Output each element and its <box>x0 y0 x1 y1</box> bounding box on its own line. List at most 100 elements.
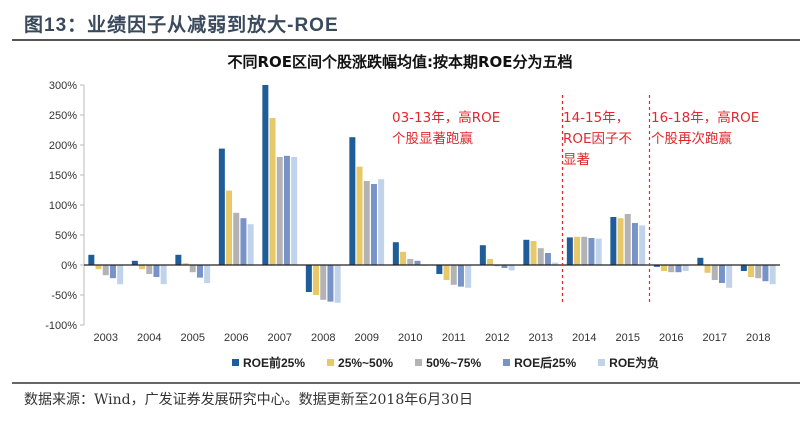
y-tick-label: 250% <box>49 110 77 122</box>
y-tick-label: 100% <box>49 200 77 212</box>
bar <box>247 224 254 265</box>
bar <box>262 85 269 265</box>
bar <box>755 265 762 279</box>
bar <box>117 265 124 285</box>
y-tick-label: 300% <box>49 80 77 92</box>
bar <box>218 148 225 265</box>
annotation-line: 个股再次跑赢 <box>651 131 732 147</box>
legend-item: 50%~75% <box>415 354 481 371</box>
legend-swatch <box>232 359 239 366</box>
y-tick-label: 150% <box>49 170 77 182</box>
bar <box>334 265 341 303</box>
period-dividers <box>561 95 651 305</box>
bar <box>291 157 298 265</box>
bar <box>196 265 203 278</box>
bar <box>233 212 240 265</box>
y-tick-label: 200% <box>49 140 77 152</box>
bar <box>595 238 602 265</box>
annotation-line: ROE因子不 <box>563 131 633 147</box>
bar <box>668 265 675 273</box>
x-tick-label: 2003 <box>94 332 118 344</box>
bar <box>631 223 638 265</box>
bar <box>276 157 283 265</box>
bar <box>682 265 689 271</box>
bar <box>146 265 153 274</box>
bar <box>544 253 551 265</box>
legend-swatch <box>503 359 511 366</box>
bar <box>617 218 624 265</box>
bar <box>552 262 559 265</box>
x-tick-label: 2017 <box>703 332 727 344</box>
bar <box>675 265 682 273</box>
bar <box>356 166 363 265</box>
bar <box>639 225 646 265</box>
bar <box>320 265 327 300</box>
bar <box>661 265 668 271</box>
bar <box>537 248 544 265</box>
annotation-line: 16-18年，高ROE <box>651 110 760 126</box>
y-tick-label: 0% <box>61 260 77 272</box>
annotation-line: 个股显著跑赢 <box>392 131 473 147</box>
x-tick-label: 2011 <box>442 332 466 344</box>
bar <box>443 265 450 280</box>
bar <box>131 260 138 265</box>
bar <box>501 265 508 268</box>
legend-swatch <box>598 359 606 366</box>
legend-label: 25%~50% <box>338 355 394 370</box>
x-axis: 2003 2004 2005 2006 2007 2008 2009 2010 2011 2012… <box>94 332 771 344</box>
bar <box>400 251 407 265</box>
x-tick-label: 2014 <box>572 332 596 344</box>
annotation-2003-2013: 03-13年，高ROE 个股显著跑赢 <box>392 108 500 150</box>
bar <box>240 218 247 265</box>
bar <box>718 265 725 283</box>
x-tick-label: 2009 <box>355 332 379 344</box>
bar <box>102 265 109 276</box>
bar <box>769 265 776 285</box>
legend-swatch <box>415 359 423 366</box>
annotation-2016-2018: 16-18年，高ROE 个股再次跑赢 <box>651 108 759 150</box>
annotation-line: 14-15年， <box>563 110 630 126</box>
bar <box>370 184 377 265</box>
annotation-2014-2015: 14-15年， ROE因子不 显著 <box>563 108 632 171</box>
bar <box>269 118 276 265</box>
title-rule <box>12 39 800 41</box>
legend: ROE前25% 25%~50% 50%~75% ROE后25% ROE为负 <box>232 354 659 371</box>
legend-item: 25%~50% <box>327 354 393 371</box>
bar <box>313 265 320 295</box>
bar <box>762 265 769 282</box>
bar <box>697 257 704 265</box>
bar <box>450 265 457 285</box>
bar <box>653 265 660 267</box>
bar <box>530 241 537 265</box>
bar <box>349 137 356 265</box>
bar <box>226 190 233 265</box>
bar <box>748 265 755 277</box>
bar <box>566 237 573 265</box>
bar <box>414 260 421 265</box>
bar <box>182 263 189 265</box>
bar <box>740 265 747 271</box>
bar <box>378 179 385 265</box>
figure-title: 图13：业绩因子从减弱到放大-ROE <box>24 15 339 36</box>
chart-title: 不同ROE区间个股涨跌幅均值:按本期ROE分为五档 <box>227 53 572 71</box>
legend-label: ROE为负 <box>609 356 660 370</box>
bar <box>588 238 595 265</box>
bar <box>283 155 290 265</box>
x-tick-label: 2016 <box>659 332 683 344</box>
bars <box>88 85 776 303</box>
y-tick-label: -100% <box>45 320 77 332</box>
legend-label: ROE后25% <box>514 356 577 370</box>
bar <box>465 265 472 288</box>
x-tick-label: 2008 <box>311 332 335 344</box>
bar <box>523 239 530 265</box>
bar <box>407 259 414 265</box>
bar <box>88 254 95 265</box>
y-tick-label: 50% <box>55 230 77 242</box>
bar <box>363 181 370 265</box>
legend-item: ROE为负 <box>598 354 659 371</box>
x-tick-label: 2013 <box>529 332 553 344</box>
bar <box>457 265 464 287</box>
x-tick-label: 2006 <box>224 332 248 344</box>
x-tick-label: 2004 <box>137 332 161 344</box>
bar <box>624 214 631 265</box>
